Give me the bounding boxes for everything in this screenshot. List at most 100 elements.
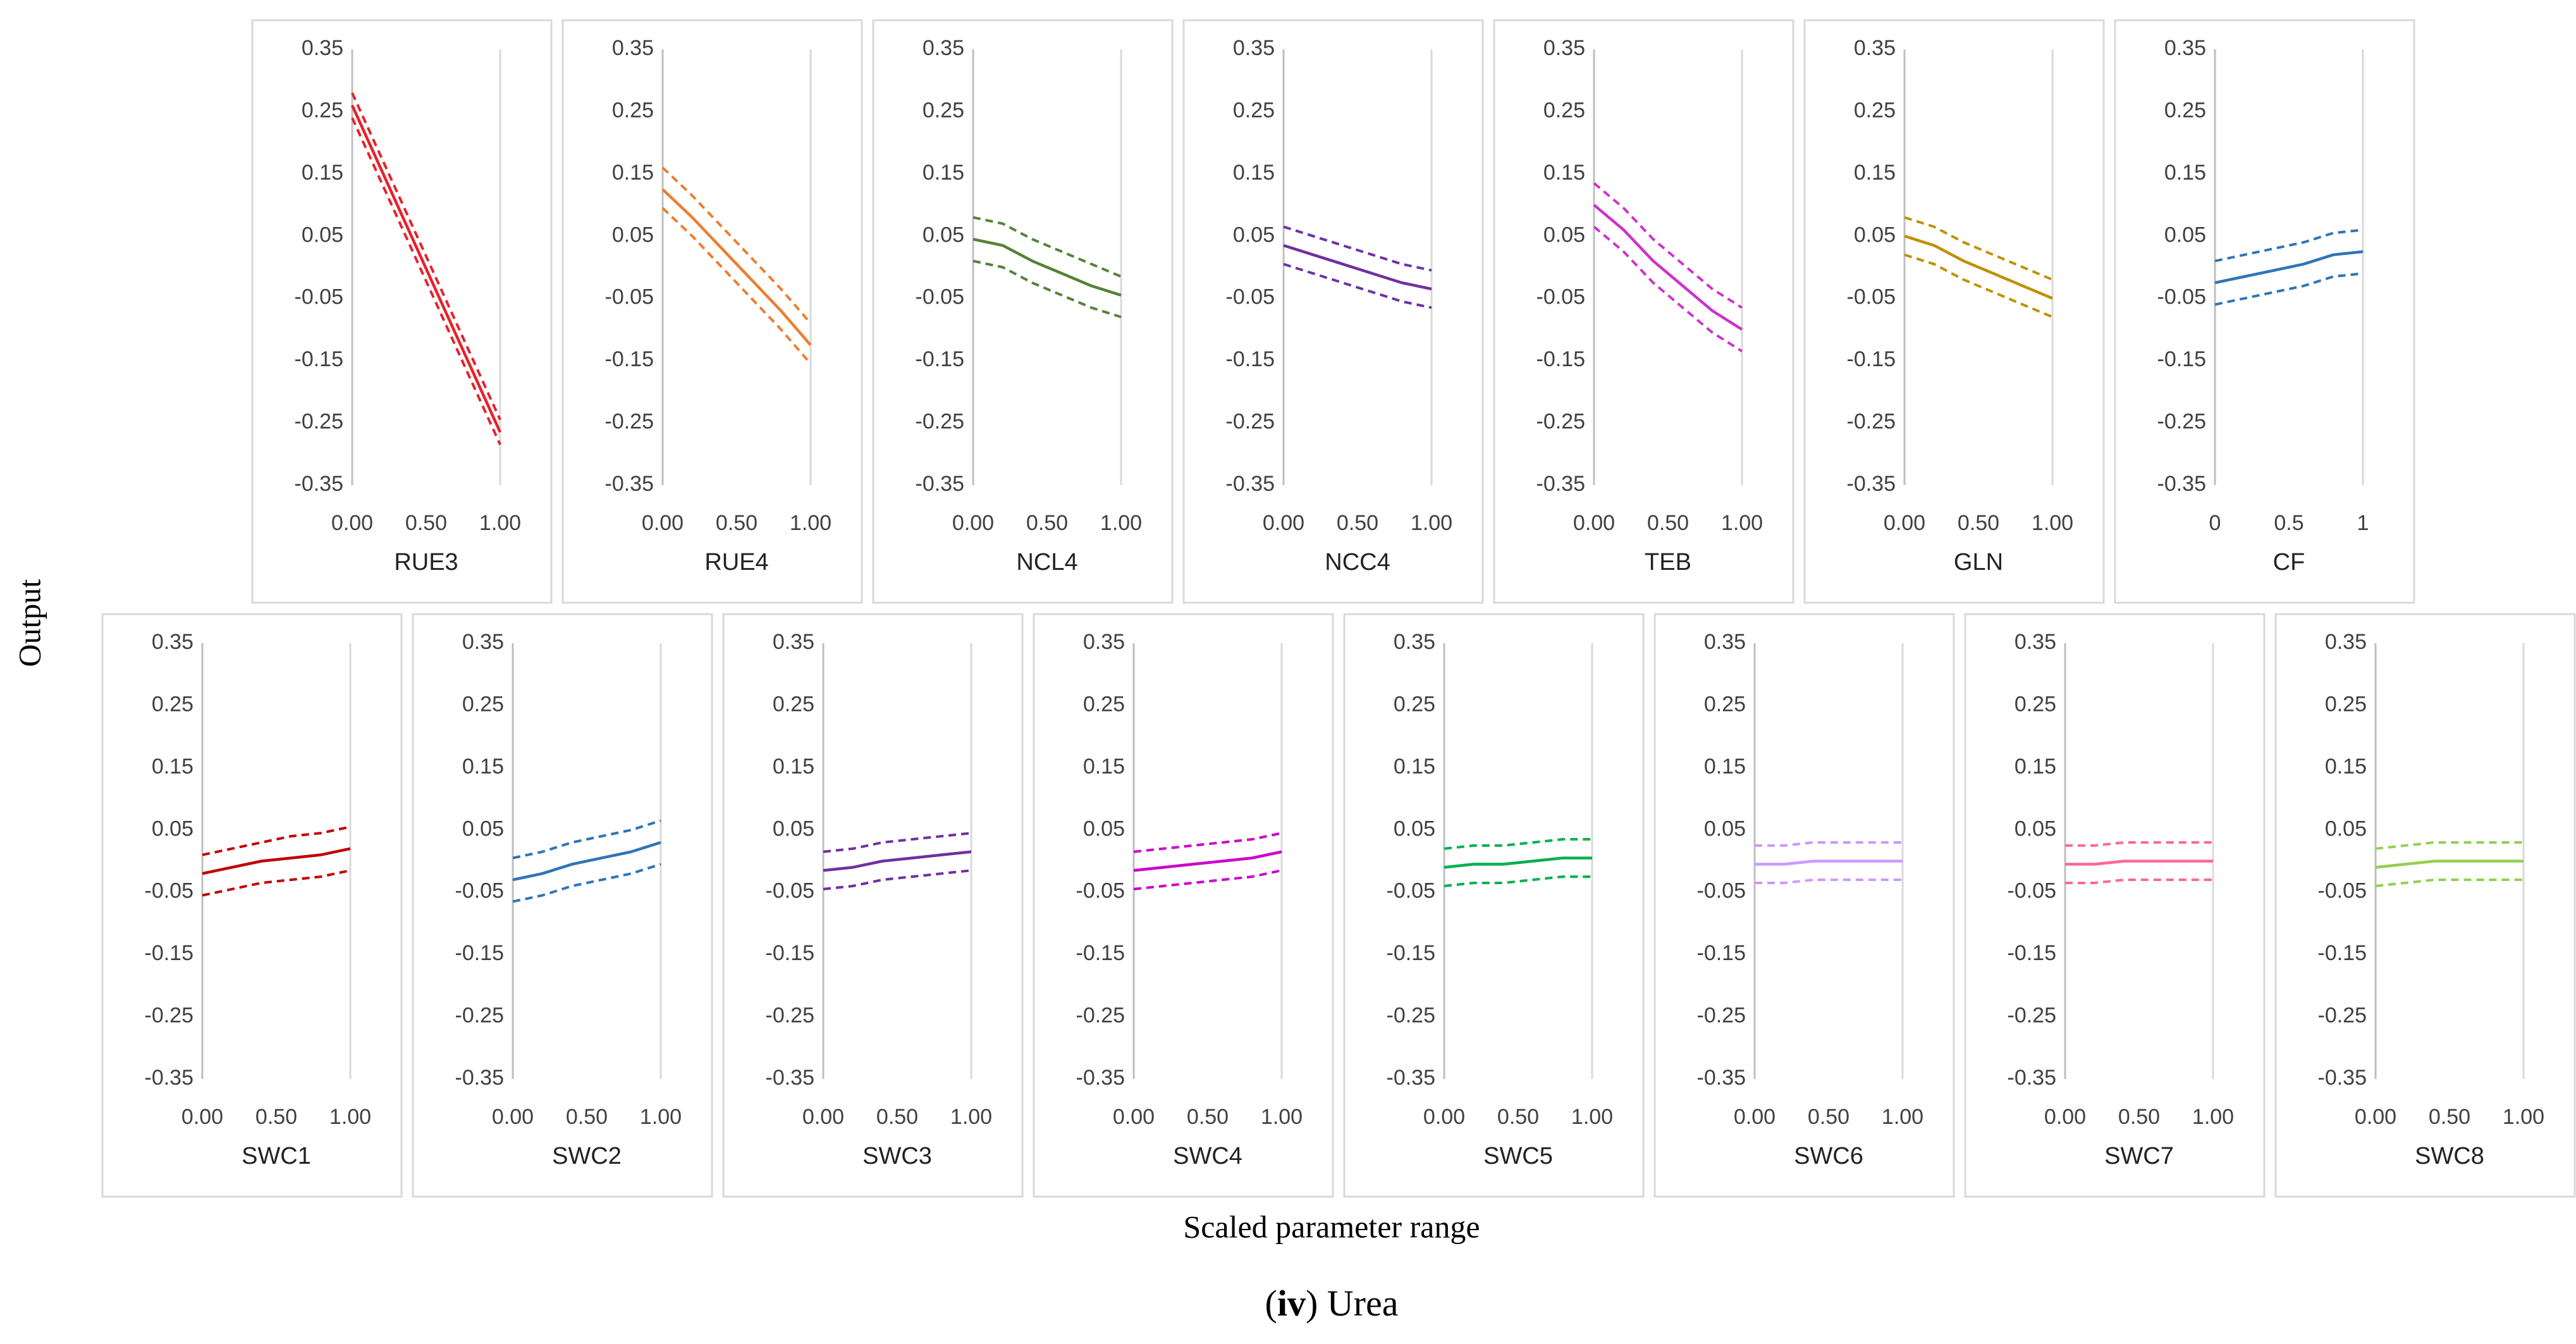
y-tick-label: 0.05 xyxy=(612,223,654,247)
caption-text: ) Urea xyxy=(1306,1283,1399,1324)
y-tick-label: -0.35 xyxy=(145,1066,194,1090)
y-tick-label: -0.05 xyxy=(605,285,654,309)
y-tick-label: 0.25 xyxy=(152,692,193,716)
x-tick-label: 0.00 xyxy=(181,1105,223,1129)
panel-frame xyxy=(1182,19,1484,604)
x-tick-label: 1.00 xyxy=(950,1105,992,1129)
y-tick-label: 0.15 xyxy=(773,755,814,779)
y-tick-label: -0.05 xyxy=(295,285,344,309)
y-tick-label: -0.25 xyxy=(2008,1004,2057,1028)
band-line xyxy=(1593,182,1743,309)
x-tick-label: 1.00 xyxy=(790,511,831,535)
y-tick-label: -0.15 xyxy=(2008,941,2057,965)
panel-frame xyxy=(1033,613,1334,1198)
y-tick-label: 0.05 xyxy=(2164,223,2206,247)
y-tick-label: -0.05 xyxy=(2157,285,2207,309)
y-tick-label: 0.35 xyxy=(152,630,193,654)
panel-frame xyxy=(1343,613,1645,1198)
y-tick-label: -0.05 xyxy=(1847,285,1896,309)
y-tick-label: -0.35 xyxy=(2008,1066,2057,1090)
x-tick-label: 0.00 xyxy=(1734,1105,1776,1129)
mean-line xyxy=(2214,250,2364,285)
panel-frame xyxy=(722,613,1024,1198)
y-tick-label: 0.15 xyxy=(1394,755,1435,779)
panel: 0.35 0.25 0.15 0.05 -0.05 -0.15 -0.25 -0.35 0.00… xyxy=(1182,19,1484,604)
x-tick-label: 0.00 xyxy=(1573,511,1615,535)
x-tick-label: 0.50 xyxy=(876,1105,918,1129)
mean-line xyxy=(512,841,661,882)
y-tick-label: 0.15 xyxy=(1543,161,1585,185)
y-tick-label: 0.05 xyxy=(1704,817,1746,841)
band-line xyxy=(512,819,661,860)
y-tick-label: -0.35 xyxy=(1847,472,1896,496)
x-tick-label: 0.50 xyxy=(716,511,757,535)
y-tick-label: -0.25 xyxy=(295,410,344,434)
caption-text: ( xyxy=(1265,1283,1277,1324)
x-tick-label: 0.50 xyxy=(1337,511,1378,535)
y-tick-label: -0.05 xyxy=(1076,879,1125,903)
panel-frame xyxy=(1653,613,1955,1198)
y-tick-label: 0.05 xyxy=(1233,223,1275,247)
y-tick-label: -0.15 xyxy=(1536,347,1586,371)
panel: 0.35 0.25 0.15 0.05 -0.05 -0.15 -0.25 -0.35 0.00… xyxy=(412,613,713,1198)
x-tick-label: 1.00 xyxy=(640,1105,682,1129)
x-tick-label: 1.00 xyxy=(1882,1105,1923,1129)
band-line xyxy=(661,166,812,324)
mean-line xyxy=(2065,860,2213,866)
y-tick-label: -0.35 xyxy=(605,472,654,496)
band-line xyxy=(972,216,1122,278)
y-tick-label: 0.25 xyxy=(923,98,964,122)
x-tick-label: 0.00 xyxy=(492,1105,534,1129)
panel: 0.35 0.25 0.15 0.05 -0.05 -0.15 -0.25 -0.35 0.00… xyxy=(722,613,1024,1198)
band-line xyxy=(351,117,501,445)
panel: 0.35 0.25 0.15 0.05 -0.05 -0.15 -0.25 -0.35 0.00… xyxy=(1493,19,1794,604)
mean-line xyxy=(350,104,502,433)
x-axis-label: GLN xyxy=(1954,549,2003,576)
panel: 0.35 0.25 0.15 0.05 -0.05 -0.15 -0.25 -0.35 0.00… xyxy=(101,613,403,1198)
y-tick-label: 0.25 xyxy=(612,98,654,122)
x-tick-label: 0 xyxy=(2209,511,2221,535)
y-tick-label: 0.25 xyxy=(1704,692,1746,716)
x-tick-label: 1.00 xyxy=(2503,1105,2544,1129)
y-tick-label: -0.05 xyxy=(1387,879,1436,903)
y-tick-label: -0.05 xyxy=(1536,285,1586,309)
x-axis-label: SWC8 xyxy=(2415,1143,2484,1169)
y-tick-label: 0.05 xyxy=(152,817,193,841)
y-tick-label: 0.35 xyxy=(773,630,814,654)
x-axis-label: NCL4 xyxy=(1016,549,1077,576)
x-axis-label: SWC4 xyxy=(1173,1143,1242,1169)
y-tick-label: 0.25 xyxy=(2164,98,2206,122)
x-axis-label: SWC7 xyxy=(2104,1143,2174,1169)
panel-frame xyxy=(1803,19,2105,604)
y-tick-label: 0.05 xyxy=(1394,817,1435,841)
y-tick-label: -0.25 xyxy=(455,1004,505,1028)
x-tick-label: 1.00 xyxy=(2192,1105,2234,1129)
y-tick-label: 0.05 xyxy=(2325,817,2367,841)
y-tick-label: 0.15 xyxy=(2325,755,2367,779)
y-tick-label: 0.15 xyxy=(302,161,343,185)
x-tick-label: 0.50 xyxy=(255,1105,297,1129)
x-axis-label: NCC4 xyxy=(1325,549,1390,576)
x-axis-label: RUE4 xyxy=(704,549,768,576)
x-tick-label: 1.00 xyxy=(1571,1105,1613,1129)
x-tick-label: 0.00 xyxy=(331,511,373,535)
y-tick-label: 0.35 xyxy=(1233,36,1275,60)
y-tick-label: -0.05 xyxy=(1226,285,1275,309)
y-tick-label: 0.35 xyxy=(1394,630,1435,654)
y-tick-label: -0.25 xyxy=(1536,410,1586,434)
y-tick-label: -0.35 xyxy=(295,472,344,496)
y-tick-label: -0.15 xyxy=(916,347,965,371)
x-axis-title: Scaled parameter range xyxy=(1183,1209,1480,1244)
x-tick-label: 0.00 xyxy=(802,1105,844,1129)
y-tick-label: -0.35 xyxy=(1536,472,1586,496)
y-tick-label: 0.15 xyxy=(2164,161,2206,185)
y-tick-label: -0.15 xyxy=(1847,347,1896,371)
x-axis-label: RUE3 xyxy=(394,549,458,576)
y-tick-label: -0.35 xyxy=(766,1066,815,1090)
y-tick-label: 0.25 xyxy=(1233,98,1275,122)
x-tick-label: 0.50 xyxy=(1808,1105,1849,1129)
y-tick-label: 0.25 xyxy=(773,692,814,716)
x-tick-label: 0.50 xyxy=(1497,1105,1539,1129)
y-tick-label: 0.05 xyxy=(1854,223,1896,247)
